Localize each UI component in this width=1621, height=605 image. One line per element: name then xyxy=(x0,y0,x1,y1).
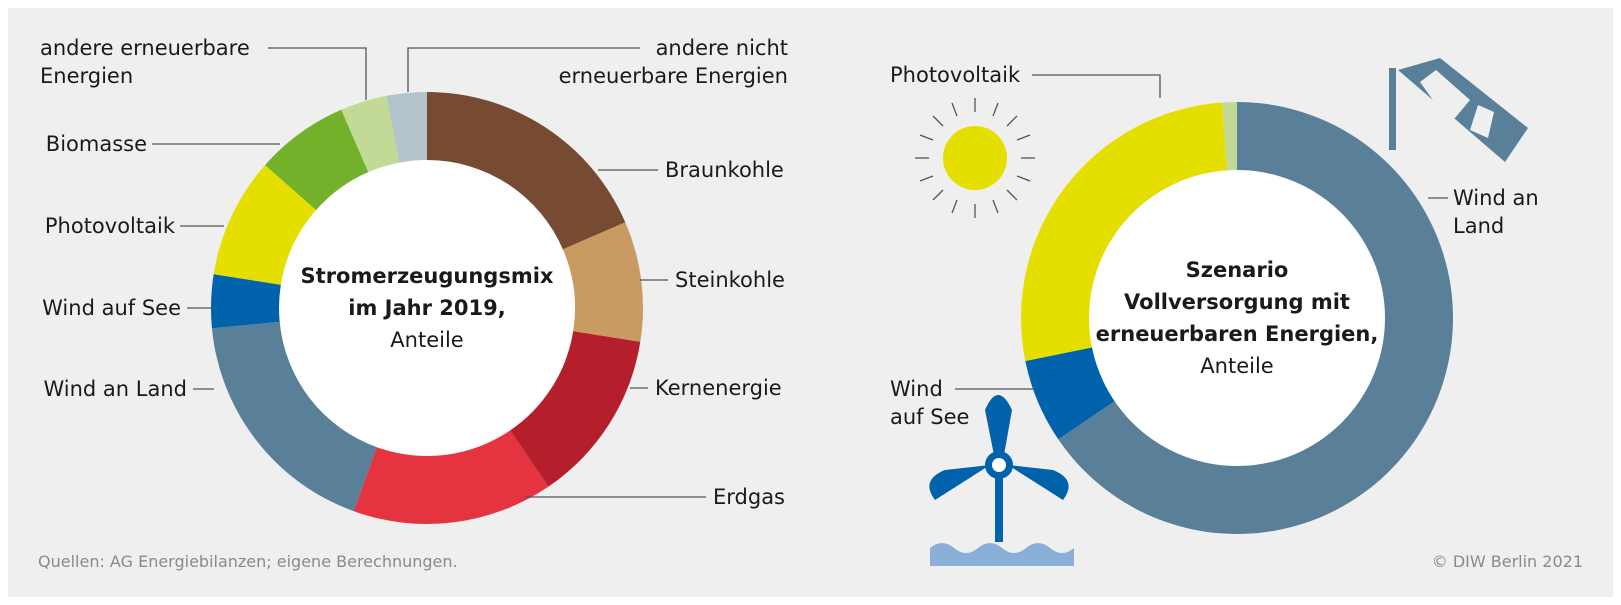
chart-title: Szenario Vollversorgung mit erneuerbaren… xyxy=(1095,258,1379,346)
slice-label: andere erneuerbare Energien xyxy=(40,36,250,88)
slice-label: Photovoltaik xyxy=(44,214,175,238)
chart-subtitle: Anteile xyxy=(390,328,464,352)
center-text: Stromerzeugungsmix im Jahr 2019, Anteile xyxy=(282,260,572,356)
slice-label: Wind an Land xyxy=(1453,186,1539,238)
donut-slice xyxy=(353,430,549,524)
donut-slice xyxy=(1021,102,1227,362)
donut-slice xyxy=(1025,347,1115,440)
turbine-icon xyxy=(929,395,1074,566)
slice-label: Steinkohle xyxy=(675,268,785,292)
donut-slice xyxy=(211,321,377,512)
slice-label: Wind auf See xyxy=(890,377,970,429)
slice-label: Kernenergie xyxy=(655,376,782,400)
donut-slice xyxy=(510,331,641,487)
donut-hole xyxy=(1089,170,1385,466)
sun-icon xyxy=(915,98,1035,218)
center-text: Szenario Vollversorgung mit erneuerbaren… xyxy=(1092,254,1382,382)
slice-label: Wind auf See xyxy=(42,296,181,320)
chart-title: Stromerzeugungsmix im Jahr 2019, xyxy=(300,264,554,320)
chart-subtitle: Anteile xyxy=(1200,354,1274,378)
source: Quellen: AG Energiebilanzen; eigene Bere… xyxy=(38,552,458,571)
donut-slice xyxy=(1222,102,1237,171)
donut-slice xyxy=(386,92,427,163)
donut-slice xyxy=(264,109,369,211)
slice-label: Braunkohle xyxy=(665,158,784,182)
donut-slice xyxy=(213,165,316,285)
donut-slice xyxy=(211,274,281,329)
leader-lines xyxy=(152,47,1448,498)
slice-label: Biomasse xyxy=(45,132,147,156)
slice-label: andere nicht erneuerbare Energien xyxy=(558,36,788,88)
donut-hole xyxy=(279,160,575,456)
donut-slice xyxy=(1058,102,1453,534)
credit: © DIW Berlin 2021 xyxy=(1431,552,1583,571)
windsock-icon xyxy=(1389,58,1528,162)
donut-slice xyxy=(562,222,644,342)
donut-slice xyxy=(427,92,626,250)
slice-label: Erdgas xyxy=(713,485,786,509)
slice-label: Photovoltaik xyxy=(890,63,1021,87)
donut-slice xyxy=(341,95,400,173)
slice-label: Wind an Land xyxy=(43,377,187,401)
